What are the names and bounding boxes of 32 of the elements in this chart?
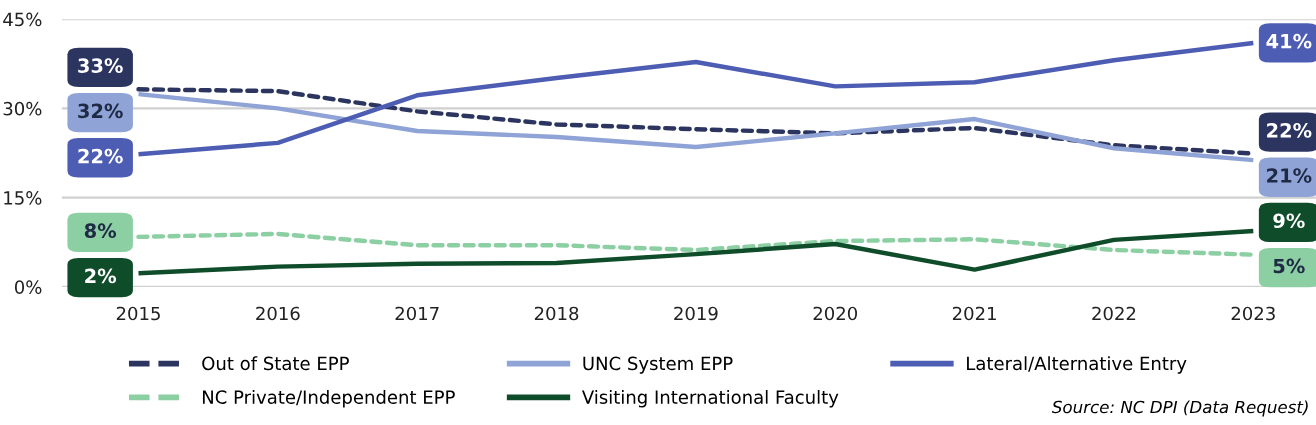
x-tick-label: 2018 (534, 306, 579, 321)
legend-label: Out of State EPP (202, 356, 349, 371)
y-tick-label: 45% (3, 12, 42, 27)
data-label: 22% (78, 148, 123, 164)
data-label: 5% (1273, 258, 1305, 274)
line-series (136, 231, 1256, 257)
y-tick-label: 30% (3, 101, 42, 116)
data-label: 9% (1273, 213, 1305, 229)
x-tick-label: 2022 (1092, 306, 1136, 321)
x-tick-label: 2021 (952, 306, 996, 321)
y-tick-label: 15% (4, 191, 42, 205)
data-label: 8% (84, 223, 117, 239)
legend-label: Visiting International Faculty (581, 389, 839, 408)
data-label: 21% (1267, 168, 1312, 183)
data-label: 33% (78, 58, 123, 73)
line-series (136, 40, 1256, 157)
legend-label: Lateral/Alternative Entry (967, 356, 1187, 374)
x-tick-label: 2019 (674, 306, 718, 321)
x-tick-label: 2017 (395, 306, 439, 321)
data-label: 2% (85, 268, 117, 284)
data-label: 22% (1267, 122, 1312, 138)
x-tick-label: 2023 (1231, 306, 1275, 321)
y-tick-label: 0% (14, 280, 42, 294)
x-tick-label: 2020 (813, 306, 858, 321)
data-label: 32% (78, 103, 123, 119)
source-note: Source: NC DPI (Data Request) (1051, 400, 1308, 417)
line-series (136, 228, 1256, 276)
x-tick-label: 2015 (116, 306, 160, 321)
legend-label: UNC System EPP (583, 356, 733, 374)
x-tick-label: 2016 (256, 306, 300, 321)
legend-label: NC Private/Independent EPP (202, 389, 455, 408)
data-label: 41% (1266, 33, 1312, 49)
